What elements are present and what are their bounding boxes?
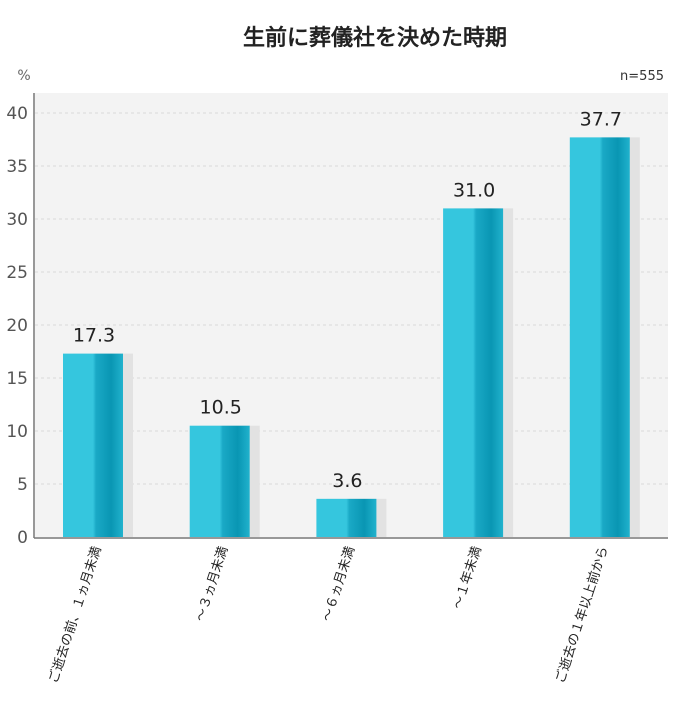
y-tick-label: 15 — [6, 369, 28, 389]
y-tick-label: 40 — [6, 104, 28, 124]
bar-value-label: 10.5 — [200, 397, 242, 419]
y-tick-label: 25 — [6, 263, 28, 283]
x-tick-label: ご逝去の１年以上前から — [552, 544, 611, 685]
bar — [316, 498, 377, 537]
y-tick-label: 10 — [6, 422, 28, 442]
y-tick-label: 0 — [17, 528, 28, 548]
sample-size-note: n=555 — [620, 69, 664, 84]
bar — [189, 425, 250, 537]
y-tick-label: 35 — [6, 157, 28, 177]
x-tick-label: ご逝去の前、１ヵ月未満 — [45, 544, 104, 685]
y-axis-unit: % — [17, 68, 30, 84]
bar-value-label: 17.3 — [73, 325, 115, 347]
bar-value-label: 3.6 — [332, 470, 362, 492]
x-tick-label: 〜６ヵ月未満 — [320, 545, 358, 624]
x-tick-label: 〜３ヵ月未満 — [193, 545, 231, 624]
bar — [569, 137, 630, 537]
y-tick-label: 5 — [17, 475, 28, 495]
bar-value-label: 31.0 — [453, 179, 495, 201]
bar — [63, 353, 123, 537]
chart-title: 生前に葬儀社を決めた時期 — [243, 25, 507, 51]
bar-value-label: 37.7 — [580, 108, 622, 130]
y-tick-label: 30 — [6, 210, 28, 230]
y-tick-label: 20 — [6, 316, 28, 336]
bar — [443, 208, 504, 537]
x-tick-label: 〜１年未満 — [451, 545, 485, 611]
plot-area — [35, 93, 668, 537]
